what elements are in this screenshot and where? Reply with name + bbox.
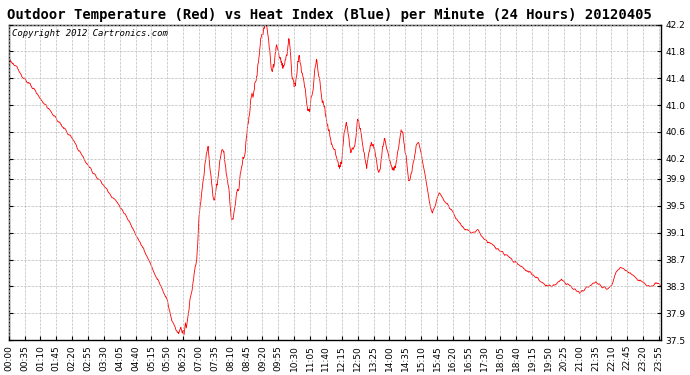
Text: Copyright 2012 Cartronics.com: Copyright 2012 Cartronics.com: [12, 29, 168, 38]
Text: Outdoor Temperature (Red) vs Heat Index (Blue) per Minute (24 Hours) 20120405: Outdoor Temperature (Red) vs Heat Index …: [7, 8, 652, 22]
